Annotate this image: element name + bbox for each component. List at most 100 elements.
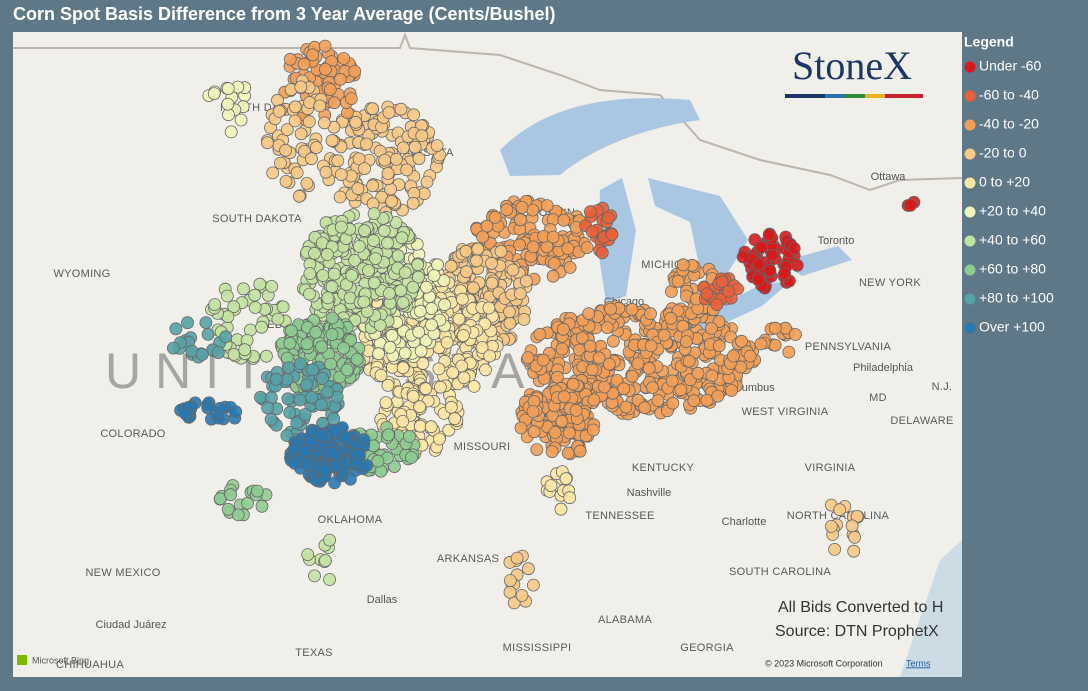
bid-marker — [715, 275, 729, 289]
bid-marker — [302, 115, 316, 129]
city-label: Ciudad Juárez — [96, 619, 167, 631]
bid-marker — [644, 307, 657, 321]
lake — [648, 178, 748, 282]
bid-marker — [255, 320, 269, 334]
bid-marker — [825, 520, 838, 533]
bid-marker — [526, 405, 540, 418]
legend-title: Legend — [964, 34, 1014, 50]
bid-marker — [305, 390, 319, 404]
bid-marker — [294, 127, 308, 141]
bid-marker — [485, 256, 498, 270]
legend-swatch — [964, 293, 976, 305]
bid-marker — [282, 361, 296, 375]
bid-marker — [325, 134, 339, 148]
state-label: WEST VIRGINIA — [742, 406, 829, 418]
bid-marker — [561, 242, 575, 256]
bid-marker — [676, 258, 690, 272]
bid-marker — [638, 401, 652, 415]
bid-marker — [381, 167, 395, 180]
bid-marker — [331, 154, 345, 168]
bid-marker — [316, 269, 330, 282]
bid-marker — [314, 398, 328, 412]
bid-marker — [644, 339, 658, 353]
legend-swatch — [964, 90, 976, 102]
state-label: MISSISSIPPI — [503, 642, 572, 654]
legend-swatch — [964, 177, 976, 189]
bid-marker — [304, 152, 318, 166]
bid-marker — [350, 352, 364, 366]
bid-marker — [323, 83, 337, 96]
legend-label: +60 to +80 — [979, 261, 1046, 277]
bid-marker — [743, 349, 757, 363]
lake — [500, 98, 700, 176]
bid-marker — [402, 430, 416, 443]
bid-marker — [522, 562, 535, 576]
logo-text: StoneX — [792, 43, 912, 88]
bid-marker — [506, 263, 520, 277]
bid-marker — [381, 236, 394, 250]
bid-marker — [220, 289, 234, 303]
bid-marker — [325, 311, 339, 325]
terms-link[interactable]: Terms — [906, 658, 931, 668]
bid-marker — [466, 281, 480, 295]
bid-marker — [313, 99, 327, 113]
city-label: Ottawa — [871, 171, 907, 183]
bid-marker — [381, 378, 395, 392]
bid-marker — [261, 401, 275, 415]
bid-marker — [847, 544, 861, 558]
bid-marker — [396, 296, 410, 310]
logo-bar — [865, 94, 885, 98]
bid-marker — [452, 312, 466, 326]
bid-marker — [314, 428, 328, 442]
bid-marker — [318, 62, 332, 76]
bid-marker — [427, 269, 441, 283]
border — [13, 32, 963, 192]
bid-marker — [306, 48, 320, 62]
bid-marker — [556, 322, 570, 336]
bid-marker — [406, 389, 420, 403]
bid-marker — [768, 321, 782, 335]
logo-bar — [845, 94, 865, 98]
bid-marker — [303, 267, 317, 280]
bid-marker — [271, 312, 285, 326]
bid-marker — [373, 318, 387, 332]
bid-marker — [787, 241, 801, 255]
bid-marker — [383, 340, 397, 354]
bid-marker — [398, 266, 412, 280]
bid-marker — [413, 400, 427, 414]
state-label: TEXAS — [295, 647, 333, 659]
bid-marker — [284, 324, 298, 338]
bid-marker — [438, 298, 452, 312]
bid-marker — [379, 396, 393, 410]
bid-marker — [414, 344, 428, 358]
legend-label: +40 to +60 — [979, 232, 1046, 248]
bid-marker — [682, 354, 696, 368]
bid-marker — [248, 288, 262, 302]
bid-marker — [430, 139, 444, 153]
bid-marker — [544, 479, 558, 493]
bid-marker — [419, 334, 433, 348]
bid-marker — [517, 312, 531, 326]
state-label: NEW YORK — [859, 277, 921, 289]
note: Source: DTN ProphetX — [775, 623, 939, 640]
bid-marker — [691, 366, 705, 380]
legend-swatch — [964, 264, 976, 276]
bid-marker — [337, 430, 351, 444]
bid-marker — [625, 369, 639, 383]
bid-marker — [664, 311, 678, 325]
state-label: NEW MEXICO — [85, 567, 160, 579]
bid-marker — [782, 345, 796, 359]
bid-marker — [334, 168, 348, 182]
bid-marker — [762, 228, 776, 242]
bid-marker — [457, 371, 471, 385]
bid-marker — [455, 292, 469, 306]
bid-marker — [366, 179, 380, 193]
bid-marker — [546, 269, 560, 283]
bid-marker — [420, 175, 434, 189]
bid-marker — [406, 196, 420, 210]
state-label: GEORGIA — [680, 642, 734, 654]
bid-marker — [400, 163, 414, 177]
bid-marker — [546, 230, 560, 244]
bid-marker — [201, 327, 215, 341]
